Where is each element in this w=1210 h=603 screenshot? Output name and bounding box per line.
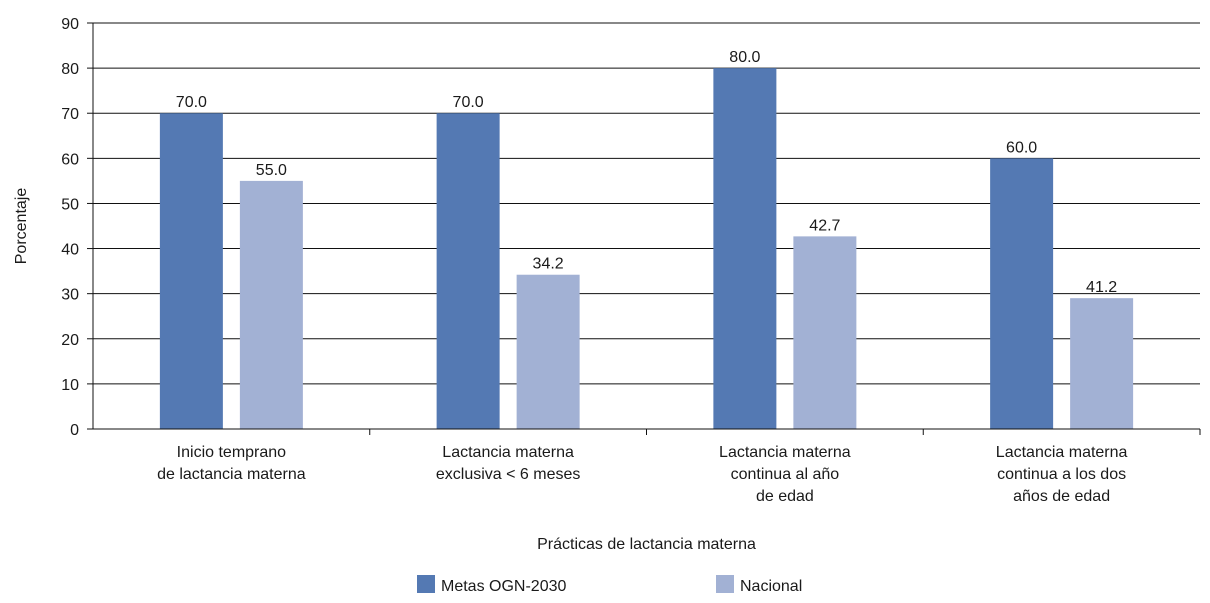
bar [793, 236, 857, 429]
data-label: 55.0 [256, 162, 287, 179]
axes: 0 10 20 30 40 50 60 70 80 90 Inicio temprano de lac… [13, 16, 1201, 553]
x-category-label: Inicio temprano de lactancia materna [157, 444, 306, 483]
x-category-label-line: de edad [756, 488, 814, 505]
x-category-label-line: Inicio temprano [177, 444, 286, 461]
y-tick-label: 80 [61, 61, 79, 78]
x-axis-title: Prácticas de lactancia materna [537, 536, 756, 553]
bar [159, 113, 223, 429]
y-tick-label: 50 [61, 196, 79, 213]
x-category-label-line: Lactancia materna [719, 444, 851, 461]
legend-label: Metas OGN-2030 [441, 578, 566, 595]
legend: Metas OGN-2030 Nacional [417, 575, 802, 595]
y-tick-label: 70 [61, 106, 79, 123]
y-tick-label: 0 [70, 422, 79, 439]
bar [1070, 298, 1134, 429]
x-category-label-line: años de edad [1013, 488, 1110, 505]
data-label: 80.0 [729, 49, 760, 66]
x-category-label-line: de lactancia materna [157, 466, 306, 483]
data-label: 70.0 [453, 94, 484, 111]
data-label: 70.0 [176, 94, 207, 111]
x-category-label-line: continua a los dos [997, 466, 1126, 483]
data-label: 60.0 [1006, 139, 1037, 156]
legend-swatch [417, 575, 435, 593]
y-axis-title: Porcentaje [13, 188, 30, 265]
legend-swatch [716, 575, 734, 593]
y-tick-label: 90 [61, 16, 79, 33]
bar [713, 68, 777, 429]
data-label: 42.7 [809, 217, 840, 234]
y-tick-label: 40 [61, 242, 79, 259]
x-category-label: Lactancia materna continua a los dos años … [996, 444, 1128, 505]
y-tick-label: 10 [61, 377, 79, 394]
x-category-label-line: exclusiva < 6 meses [436, 466, 581, 483]
data-label: 41.2 [1086, 279, 1117, 296]
bar [516, 274, 580, 429]
bar [436, 113, 500, 429]
bar [239, 180, 303, 429]
bar [990, 158, 1054, 430]
y-tick-label: 60 [61, 151, 79, 168]
bars [159, 68, 1134, 430]
y-tick-label: 20 [61, 332, 79, 349]
data-labels: 70.0 55.0 70.0 34.2 80.0 42.7 60.0 41.2 [176, 49, 1117, 296]
y-tick-label: 30 [61, 287, 79, 304]
legend-label: Nacional [740, 578, 802, 595]
x-category-label: Lactancia materna exclusiva < 6 meses [436, 444, 581, 483]
x-category-label: Lactancia materna continua al año de edad [719, 444, 851, 505]
x-category-label-line: Lactancia materna [442, 444, 574, 461]
data-label: 34.2 [533, 256, 564, 273]
x-category-label-line: Lactancia materna [996, 444, 1128, 461]
x-category-label-line: continua al año [731, 466, 840, 483]
